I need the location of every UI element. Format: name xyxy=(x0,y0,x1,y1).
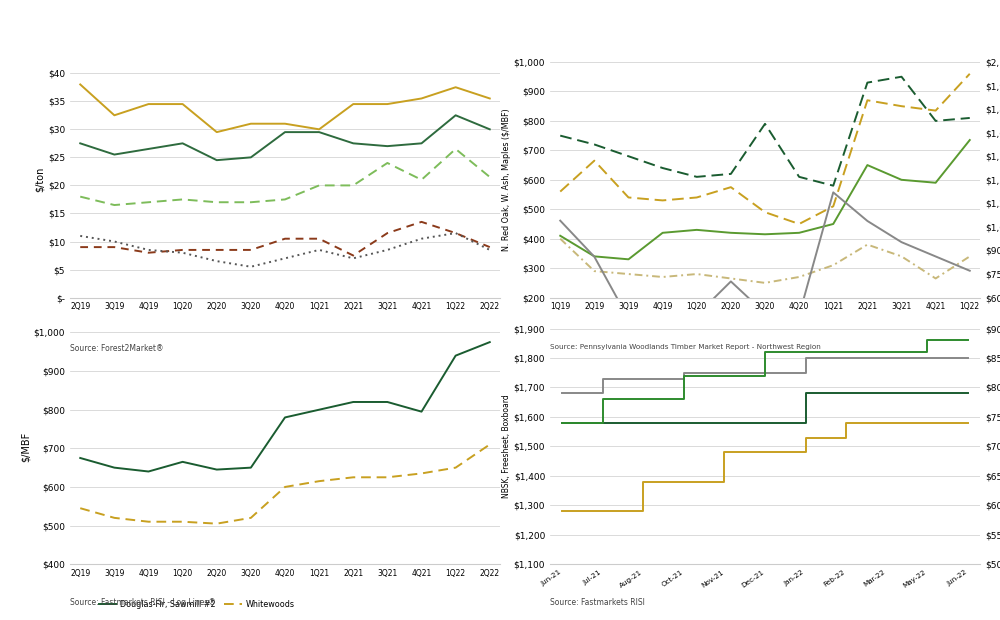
Bleached Kraft Boxboard-SBS (C1S) xyxy=(840,419,852,427)
U.S. Newsprint (27.7 lb) EAST xyxy=(962,337,974,344)
US NBSK index xyxy=(637,419,649,427)
Uncoated Freesheet (20 lb repro) xyxy=(759,369,771,376)
Whitewoods xyxy=(279,483,291,490)
US NBSK index xyxy=(881,389,893,397)
Legend: Douglas-Fir, Sawmill #2, Whitewoods: Douglas-Fir, Sawmill #2, Whitewoods xyxy=(96,596,298,612)
Bleached Kraft Boxboard-SBS (C1S) xyxy=(637,478,649,485)
U.S. Newsprint (27.7 lb) EAST xyxy=(840,348,852,356)
Uncoated Freesheet (20 lb repro) xyxy=(556,389,568,397)
Douglas-Fir, Sawmill #2 xyxy=(416,408,428,415)
U.S. Newsprint (27.7 lb) EAST xyxy=(637,396,649,403)
US NBSK index xyxy=(718,419,730,427)
Whitewoods xyxy=(74,505,86,512)
U.S. Newsprint (27.7 lb) EAST xyxy=(556,419,568,427)
Bleached Kraft Boxboard-SBS (C1S) xyxy=(678,478,690,485)
Text: Pacific Northwest Timber Prices: Pacific Northwest Timber Prices xyxy=(173,311,397,323)
Uncoated Freesheet (20 lb repro) xyxy=(678,369,690,376)
Whitewoods xyxy=(484,441,496,448)
US NBSK index xyxy=(556,419,568,427)
Text: Source: Pennsylvania Woodlands Timber Market Report - Northwest Region: Source: Pennsylvania Woodlands Timber Ma… xyxy=(550,344,821,350)
Legend: Pine Sawtimber, Chip n Saw, Hardwood Sawtimber, Pine Pulpwood, Hardwood Pulpwood: Pine Sawtimber, Chip n Saw, Hardwood Saw… xyxy=(74,332,301,374)
U.S. Newsprint (27.7 lb) EAST xyxy=(921,337,933,344)
Y-axis label: $/MBF: $/MBF xyxy=(21,432,31,461)
Y-axis label: NBSK, Freesheet, Boxboard: NBSK, Freesheet, Boxboard xyxy=(502,394,511,498)
Bleached Kraft Boxboard-SBS (C1S) xyxy=(800,434,812,441)
Uncoated Freesheet (20 lb repro) xyxy=(800,354,812,361)
Bleached Kraft Boxboard-SBS (C1S) xyxy=(921,419,933,427)
Whitewoods xyxy=(416,470,428,477)
Whitewoods xyxy=(211,520,223,528)
Line: Douglas-Fir, Sawmill #2: Douglas-Fir, Sawmill #2 xyxy=(80,342,490,471)
Y-axis label: $/ton: $/ton xyxy=(35,167,45,192)
Douglas-Fir, Sawmill #2 xyxy=(142,467,154,475)
Line: Bleached Kraft Boxboard-SBS (C1S): Bleached Kraft Boxboard-SBS (C1S) xyxy=(562,423,968,511)
Text: Source: Fastmarkets RISI - Log Lines®: Source: Fastmarkets RISI - Log Lines® xyxy=(70,598,216,608)
Douglas-Fir, Sawmill #2 xyxy=(279,414,291,421)
Whitewoods xyxy=(142,518,154,525)
Uncoated Freesheet (20 lb repro) xyxy=(962,354,974,361)
US NBSK index xyxy=(759,419,771,427)
U.S. Newsprint (27.7 lb) EAST xyxy=(759,348,771,356)
Douglas-Fir, Sawmill #2 xyxy=(245,464,257,471)
Bleached Kraft Boxboard-SBS (C1S) xyxy=(597,507,609,515)
US NBSK index xyxy=(800,389,812,397)
US NBSK index xyxy=(921,389,933,397)
Whitewoods xyxy=(108,514,120,521)
Douglas-Fir, Sawmill #2 xyxy=(211,466,223,473)
Text: Pulp and Paper: Pulp and Paper xyxy=(712,311,818,323)
Douglas-Fir, Sawmill #2 xyxy=(313,406,325,414)
Douglas-Fir, Sawmill #2 xyxy=(177,458,189,466)
Text: Source: Fastmarkets RISI: Source: Fastmarkets RISI xyxy=(550,598,645,608)
US NBSK index xyxy=(840,389,852,397)
Whitewoods xyxy=(313,477,325,485)
Bleached Kraft Boxboard-SBS (C1S) xyxy=(556,507,568,515)
Line: Whitewoods: Whitewoods xyxy=(80,445,490,524)
Bleached Kraft Boxboard-SBS (C1S) xyxy=(881,419,893,427)
Uncoated Freesheet (20 lb repro) xyxy=(921,354,933,361)
Line: US NBSK index: US NBSK index xyxy=(562,393,968,423)
Text: Southeastern Timber Prices: Southeastern Timber Prices xyxy=(187,44,383,56)
Douglas-Fir, Sawmill #2 xyxy=(450,352,462,360)
Whitewoods xyxy=(245,514,257,521)
Y-axis label: N. Red Oak, W. Ash, Maples ($/MBF): N. Red Oak, W. Ash, Maples ($/MBF) xyxy=(502,108,511,251)
Whitewoods xyxy=(177,518,189,525)
US NBSK index xyxy=(678,419,690,427)
US NBSK index xyxy=(962,389,974,397)
Text: Northeastern Hardwood Timber Prices: Northeastern Hardwood Timber Prices xyxy=(630,44,900,56)
U.S. Newsprint (27.7 lb) EAST xyxy=(881,348,893,356)
U.S. Newsprint (27.7 lb) EAST xyxy=(718,372,730,379)
U.S. Newsprint (27.7 lb) EAST xyxy=(678,372,690,379)
Text: Source: Forest2Market®: Source: Forest2Market® xyxy=(70,344,164,353)
Douglas-Fir, Sawmill #2 xyxy=(108,464,120,471)
Uncoated Freesheet (20 lb repro) xyxy=(840,354,852,361)
Bleached Kraft Boxboard-SBS (C1S) xyxy=(962,419,974,427)
Douglas-Fir, Sawmill #2 xyxy=(74,454,86,462)
Douglas-Fir, Sawmill #2 xyxy=(381,398,393,405)
Legend: N. Red Oak, White Ash, Hard Maple, Soft Maple, Black Cherry: N. Red Oak, White Ash, Hard Maple, Soft … xyxy=(554,332,784,361)
U.S. Newsprint (27.7 lb) EAST xyxy=(800,348,812,356)
Uncoated Freesheet (20 lb repro) xyxy=(637,375,649,383)
Bleached Kraft Boxboard-SBS (C1S) xyxy=(718,448,730,456)
Uncoated Freesheet (20 lb repro) xyxy=(718,369,730,376)
Douglas-Fir, Sawmill #2 xyxy=(347,398,359,405)
Bleached Kraft Boxboard-SBS (C1S) xyxy=(759,448,771,456)
U.S. Newsprint (27.7 lb) EAST xyxy=(597,396,609,403)
Whitewoods xyxy=(381,474,393,481)
US NBSK index xyxy=(597,419,609,427)
Whitewoods xyxy=(347,474,359,481)
Whitewoods xyxy=(450,464,462,471)
Line: U.S. Newsprint (27.7 lb) EAST: U.S. Newsprint (27.7 lb) EAST xyxy=(562,340,968,423)
Uncoated Freesheet (20 lb repro) xyxy=(597,375,609,383)
Douglas-Fir, Sawmill #2 xyxy=(484,339,496,346)
Line: Uncoated Freesheet (20 lb repro): Uncoated Freesheet (20 lb repro) xyxy=(562,358,968,393)
Uncoated Freesheet (20 lb repro) xyxy=(881,354,893,361)
